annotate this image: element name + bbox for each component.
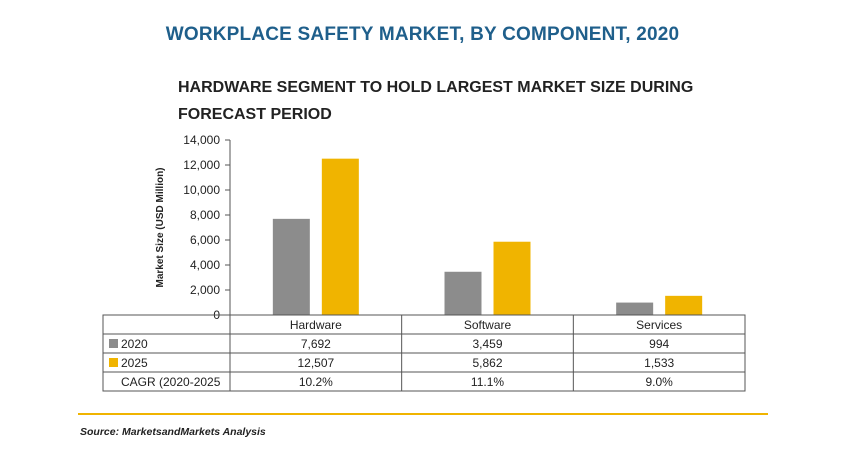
y-tick-label: 12,000 [183, 158, 220, 172]
chart-title: WORKPLACE SAFETY MARKET, BY COMPONENT, 2… [165, 24, 680, 45]
legend-swatch-2025 [109, 358, 118, 367]
data-value-label: 7,692 [301, 337, 331, 351]
source-divider [78, 413, 768, 415]
bar-2020-services [616, 302, 654, 315]
category-label: Services [636, 318, 682, 332]
legend-label: 2020 [121, 337, 148, 351]
bar-2020-software [444, 271, 482, 315]
y-tick-label: 14,000 [183, 133, 220, 147]
y-axis-title: Market Size (USD Million) [155, 167, 166, 287]
legend-swatch-2020 [109, 339, 118, 348]
y-tick-label: 10,000 [183, 183, 220, 197]
bar-2020-hardware [272, 218, 310, 315]
y-tick-label: 8,000 [190, 208, 220, 222]
category-label: Hardware [290, 318, 342, 332]
source-note: Source: MarketsandMarkets Analysis [80, 426, 266, 438]
data-value-label: 5,862 [472, 356, 502, 370]
bar-2025-services [665, 295, 703, 315]
cagr-value: 10.2% [299, 375, 333, 389]
bar-2025-hardware [321, 158, 359, 315]
legend-label: 2025 [121, 356, 148, 370]
chart-subtitle: HARDWARE SEGMENT TO HOLD LARGEST MARKET … [178, 79, 694, 123]
cagr-value: 11.1% [471, 375, 504, 389]
bar-2025-software [493, 241, 531, 315]
data-value-label: 12,507 [297, 356, 334, 370]
y-tick-label: 6,000 [190, 233, 220, 247]
data-value-label: 994 [649, 337, 669, 351]
cagr-row-label: CAGR (2020-2025 [121, 375, 221, 389]
data-value-label: 1,533 [644, 356, 674, 370]
y-tick-label: 2,000 [190, 283, 220, 297]
data-value-label: 3,459 [472, 337, 502, 351]
y-tick-label: 4,000 [190, 258, 220, 272]
category-label: Software [464, 318, 512, 332]
cagr-value: 9.0% [645, 375, 673, 389]
